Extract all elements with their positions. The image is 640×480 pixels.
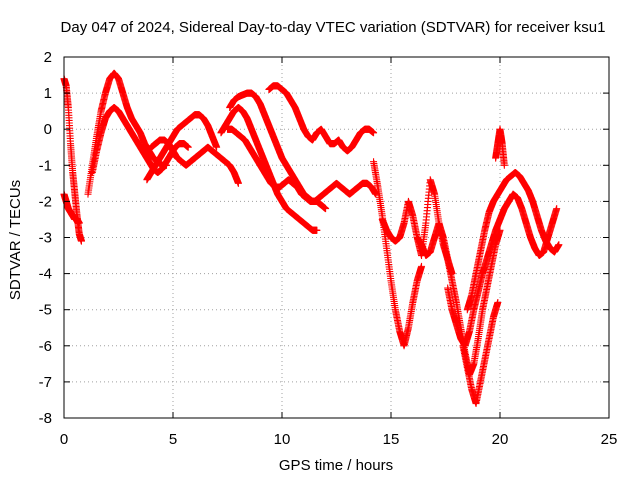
x-tick-label: 20 [492,431,509,448]
data-markers [60,69,563,408]
x-tick-label: 25 [601,431,618,448]
x-tick-labels: 0 5 10 15 20 25 [60,431,618,448]
y-axis-label: SDTVAR / TECUs [7,180,24,300]
data-point [313,226,321,234]
series-track-6 [147,136,242,187]
chart-title: Day 047 of 2024, Sidereal Day-to-day VTE… [61,19,606,36]
y-tick-label: 2 [44,49,52,66]
y-tick-label: -4 [39,266,52,283]
grid-lines [64,57,609,418]
series-track-15 [463,169,563,314]
data-point [494,298,502,306]
y-tick-label: -7 [39,374,52,391]
series-track-10 [224,125,380,205]
data-point [213,143,221,151]
series-track-5 [143,111,221,184]
series-track-16 [492,125,508,169]
series-track-17 [459,298,502,408]
y-tick-label: 1 [44,85,52,102]
series-track-2 [60,190,83,227]
axis-ticks [63,56,610,419]
y-tick-label: 0 [44,121,52,138]
data-point [184,143,192,151]
data-point [370,129,378,137]
data-point [322,205,330,213]
x-tick-label: 15 [383,431,400,448]
series-track-9 [265,82,378,155]
y-tick-label: -1 [39,157,52,174]
series-track-14 [444,190,561,350]
y-tick-label: -3 [39,230,52,247]
y-tick-label: -5 [39,302,52,319]
y-tick-labels: -8 -7 -6 -5 -4 -3 -2 -1 0 1 2 [39,49,52,427]
data-point [555,241,563,249]
data-point [75,219,83,227]
data-point [553,205,561,213]
data-point [77,237,85,245]
y-tick-label: -8 [39,410,52,427]
data-point [418,262,426,270]
x-tick-label: 10 [274,431,291,448]
x-tick-label: 5 [169,431,177,448]
data-point [500,161,508,169]
x-tick-label: 0 [60,431,68,448]
y-tick-label: -6 [39,338,52,355]
series-track-11 [370,158,426,350]
data-point [234,179,242,187]
x-axis-label: GPS time / hours [279,457,393,474]
y-tick-label: -2 [39,193,52,210]
